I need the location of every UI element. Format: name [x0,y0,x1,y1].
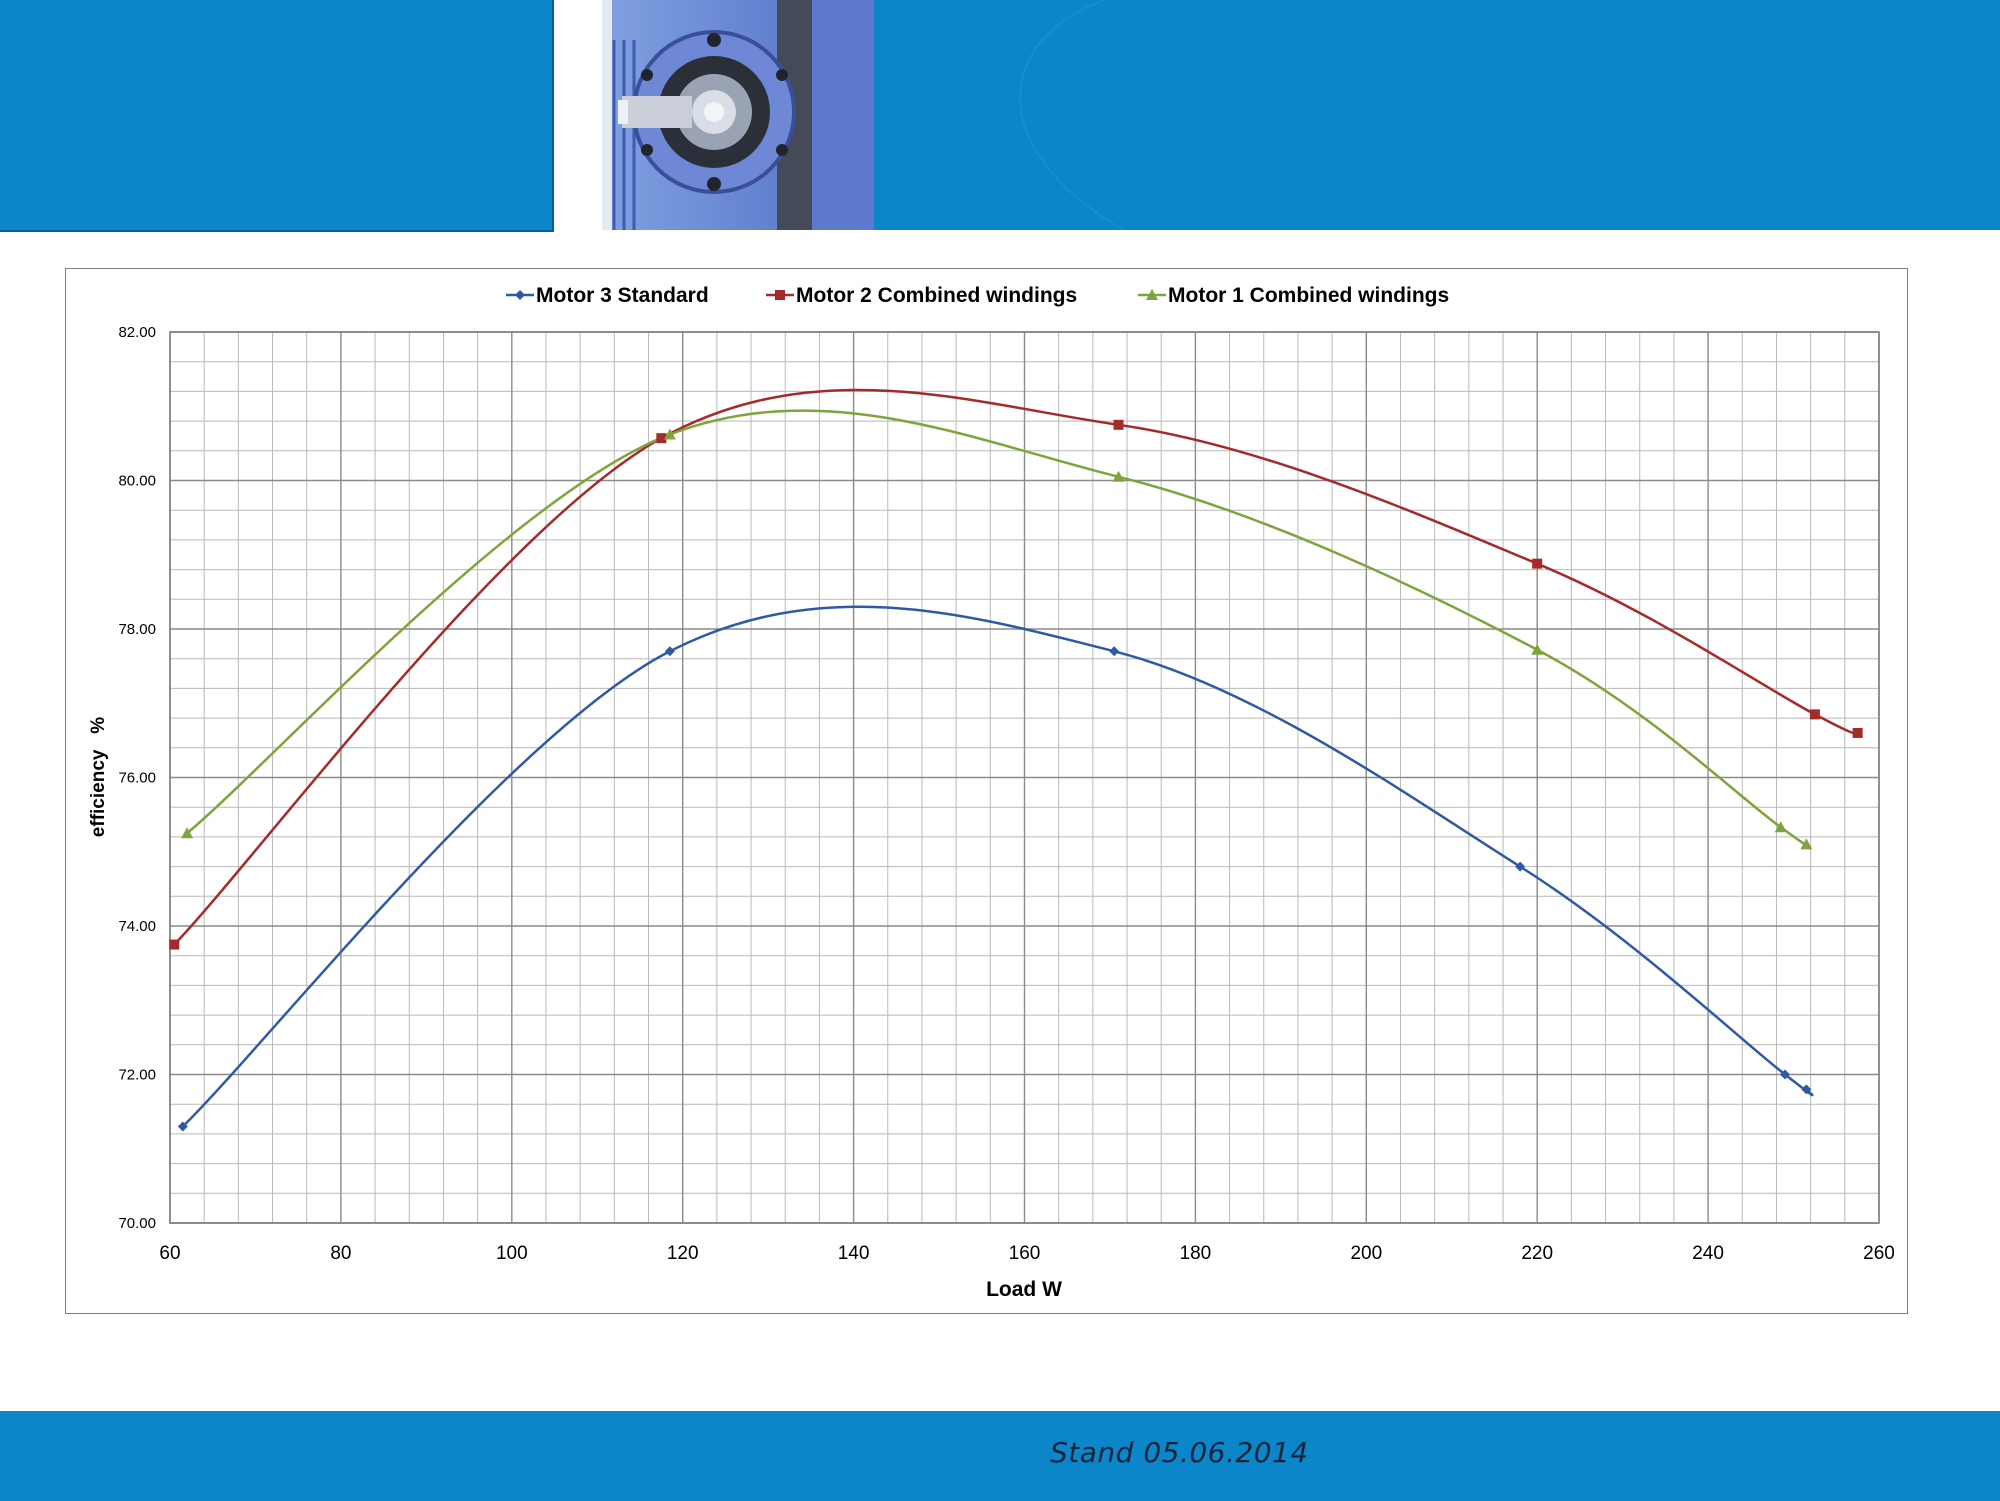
data-point [1113,419,1124,430]
y-tick-label: 82.00 [118,324,156,341]
legend-marker [1146,289,1158,300]
footer-date-label: Stand 05.06.2014 [1050,1436,1309,1469]
data-point [1800,838,1813,850]
y-axis-label: efficiency % [88,717,109,837]
x-tick-label: 220 [1521,1243,1553,1264]
legend-label: Motor 3 Standard [536,284,709,307]
data-point [1112,470,1125,482]
data-point [1852,727,1863,738]
data-point [1780,1069,1791,1080]
x-tick-label: 160 [1009,1243,1041,1264]
x-tick-label: 240 [1692,1243,1724,1264]
data-point [1532,558,1543,569]
data-point [663,428,676,440]
x-tick-label: 260 [1863,1243,1895,1264]
y-tick-label: 80.00 [118,473,156,490]
data-point [177,1121,188,1132]
legend-label: Motor 1 Combined windings [1168,284,1449,307]
y-tick-label: 78.00 [118,621,156,638]
x-tick-label: 120 [667,1243,699,1264]
data-point [1801,1084,1812,1095]
efficiency-chart: 70.00 72.00 74.00 76.00 78.00 80.00 82.00 60 80… [88,284,1895,1301]
x-tick-label: 140 [838,1243,870,1264]
footer-band [0,1411,2000,1501]
data-point [1809,709,1820,720]
y-tick-label: 72.00 [118,1067,156,1084]
x-tick-label: 100 [496,1243,528,1264]
plot-area-border [169,331,1880,1224]
data-point [181,827,194,839]
y-tick-label: 74.00 [118,918,156,935]
data-point [1109,646,1120,657]
data-point [1515,861,1526,872]
data-point [664,646,675,657]
header-band-left [0,0,554,232]
data-point [1774,821,1787,833]
data-point [169,939,180,950]
x-tick-label: 60 [159,1243,180,1264]
series-line-3 [186,409,1811,849]
gear-motor-photo-icon [602,0,874,230]
series-line-1 [181,605,1814,1128]
legend-marker [775,290,785,300]
data-point [1531,643,1544,655]
y-tick-label: 76.00 [118,770,156,787]
data-point [656,433,667,444]
chart-frame: 70.00 72.00 74.00 76.00 78.00 80.00 82.00 60 80… [65,268,1908,1314]
x-tick-label: 180 [1180,1243,1212,1264]
header-band-right [874,0,2000,231]
legend-label: Motor 2 Combined windings [796,284,1077,307]
x-tick-label: 200 [1350,1243,1382,1264]
x-axis-label: Load W [986,1278,1062,1301]
legend-marker [515,290,525,300]
y-tick-label: 70.00 [118,1215,156,1232]
x-tick-label: 80 [330,1243,351,1264]
